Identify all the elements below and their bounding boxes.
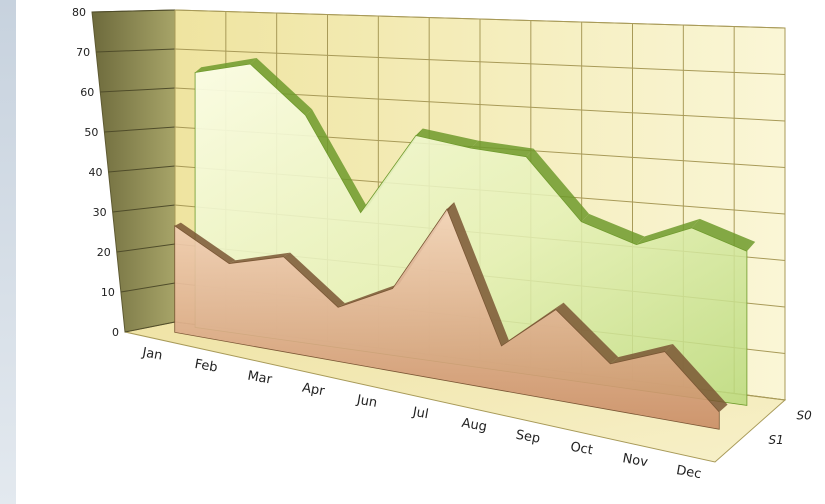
area-top-face (526, 148, 589, 222)
side-grid-line (91, 9, 176, 13)
side-grid-line (96, 48, 176, 53)
x-category-label: Jul (411, 405, 430, 423)
area-front-face (174, 208, 720, 430)
area-top-face (415, 128, 479, 149)
area-top-face (636, 218, 700, 245)
x-category-label: Feb (193, 357, 218, 376)
area-top-face (664, 343, 728, 413)
area-top-face (471, 140, 534, 157)
y-tick-label: 70 (76, 46, 90, 59)
area-top-face (250, 57, 312, 116)
area-top-face (283, 252, 345, 308)
area-top-face (447, 202, 509, 346)
area-top-face (610, 343, 673, 364)
y-tick-label: 50 (84, 126, 98, 139)
x-axis-categories: Jan Feb Mar Apr Jun Jul Aug Sep Oct Nov Dec (140, 345, 702, 482)
x-category-label: Oct (569, 440, 594, 459)
side-grid-line (112, 204, 176, 213)
series-label: S0 (797, 408, 813, 422)
side-grid-line (124, 321, 176, 333)
y-tick-label: 40 (89, 166, 103, 179)
area-top-face (555, 302, 619, 364)
area-top-face (691, 218, 756, 252)
series-layer (174, 57, 756, 430)
side-wall (91, 9, 176, 333)
y-axis-ticks: 0 10 20 30 40 50 60 70 80 (72, 6, 119, 339)
area-top-face (174, 222, 236, 264)
left-edge-strip (0, 0, 16, 504)
area-top-face (229, 252, 291, 264)
y-tick-label: 20 (97, 246, 111, 259)
x-category-label: Mar (246, 369, 273, 388)
side-grid-line (108, 165, 176, 173)
y-tick-label: 10 (101, 286, 115, 299)
x-category-label: Jun (355, 392, 379, 410)
area-top-face (195, 57, 257, 73)
series-labels: S0 S1 (769, 408, 813, 447)
area-top-face (581, 213, 645, 245)
y-tick-label: 0 (112, 326, 119, 339)
side-grid-line (116, 243, 176, 253)
x-category-label: Nov (621, 451, 649, 470)
area-top-face (338, 283, 400, 308)
x-category-label: Aug (460, 416, 488, 435)
series-S1 (174, 202, 728, 430)
y-tick-label: 30 (93, 206, 107, 219)
area-top-face (305, 109, 368, 213)
y-tick-label: 60 (80, 86, 94, 99)
x-category-label: Jan (140, 345, 163, 363)
side-grid-line (104, 126, 176, 133)
x-category-label: Dec (675, 463, 702, 482)
y-tick-label: 80 (72, 6, 86, 19)
side-grid-line (120, 282, 176, 293)
x-category-label: Apr (301, 381, 326, 400)
side-grid-line (100, 87, 176, 93)
series-label: S1 (769, 433, 784, 447)
x-category-label: Sep (515, 428, 542, 447)
